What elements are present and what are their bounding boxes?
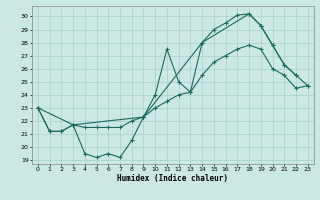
X-axis label: Humidex (Indice chaleur): Humidex (Indice chaleur)	[117, 174, 228, 183]
